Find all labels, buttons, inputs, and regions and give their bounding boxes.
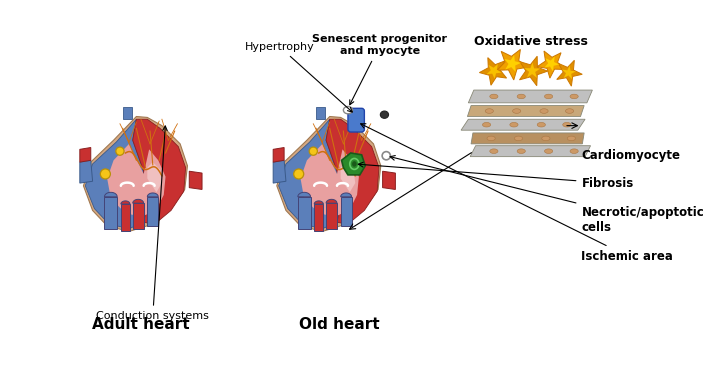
Polygon shape <box>121 204 130 231</box>
Polygon shape <box>562 65 576 79</box>
Ellipse shape <box>567 136 576 141</box>
Polygon shape <box>524 63 541 78</box>
Polygon shape <box>383 171 395 190</box>
Text: Old heart: Old heart <box>299 317 379 332</box>
Ellipse shape <box>540 109 548 113</box>
Polygon shape <box>479 58 507 85</box>
Polygon shape <box>133 199 144 203</box>
Polygon shape <box>468 90 592 103</box>
Ellipse shape <box>343 106 352 114</box>
Ellipse shape <box>483 123 490 127</box>
Text: Necrotic/apoptotic
cells: Necrotic/apoptotic cells <box>390 156 704 234</box>
Polygon shape <box>297 192 310 197</box>
Polygon shape <box>471 133 584 144</box>
Ellipse shape <box>510 123 518 127</box>
Ellipse shape <box>487 136 495 141</box>
Ellipse shape <box>490 94 498 99</box>
Ellipse shape <box>116 147 124 155</box>
Ellipse shape <box>570 94 578 99</box>
Ellipse shape <box>380 111 388 118</box>
Text: Fibrosis: Fibrosis <box>358 162 633 190</box>
Polygon shape <box>121 201 130 204</box>
Polygon shape <box>537 51 565 78</box>
Polygon shape <box>85 119 147 229</box>
Polygon shape <box>84 117 187 231</box>
Polygon shape <box>497 49 528 80</box>
Polygon shape <box>520 56 548 86</box>
Ellipse shape <box>542 136 550 141</box>
Ellipse shape <box>352 161 357 167</box>
Text: Ischemic area: Ischemic area <box>360 124 674 262</box>
Ellipse shape <box>485 109 493 113</box>
Polygon shape <box>133 119 186 224</box>
Ellipse shape <box>537 123 546 127</box>
Ellipse shape <box>517 94 526 99</box>
Polygon shape <box>504 55 521 72</box>
Polygon shape <box>326 203 337 229</box>
Polygon shape <box>104 197 117 229</box>
Polygon shape <box>340 197 352 226</box>
Polygon shape <box>273 148 284 162</box>
Ellipse shape <box>514 136 523 141</box>
Polygon shape <box>277 117 381 231</box>
Polygon shape <box>340 193 352 197</box>
Ellipse shape <box>563 123 571 127</box>
Polygon shape <box>316 107 325 119</box>
Polygon shape <box>147 197 158 226</box>
Ellipse shape <box>566 109 573 113</box>
Polygon shape <box>189 171 202 190</box>
Polygon shape <box>123 107 132 119</box>
Polygon shape <box>544 56 559 71</box>
Polygon shape <box>468 106 584 117</box>
Polygon shape <box>133 203 144 229</box>
Polygon shape <box>486 64 502 79</box>
Polygon shape <box>342 153 365 175</box>
Ellipse shape <box>382 152 390 160</box>
Polygon shape <box>557 60 582 86</box>
Text: Cardiomyocyte: Cardiomyocyte <box>581 149 681 162</box>
Polygon shape <box>300 144 359 217</box>
Ellipse shape <box>490 149 498 153</box>
Polygon shape <box>104 192 117 197</box>
Ellipse shape <box>309 147 317 155</box>
Polygon shape <box>273 160 286 183</box>
Text: Oxidative stress: Oxidative stress <box>474 35 588 48</box>
Text: Hypertrophy: Hypertrophy <box>245 42 352 112</box>
Text: Senescent progenitor
and myocyte: Senescent progenitor and myocyte <box>312 35 448 105</box>
Polygon shape <box>470 146 591 157</box>
Polygon shape <box>147 162 162 192</box>
Ellipse shape <box>294 169 304 179</box>
Ellipse shape <box>513 109 521 113</box>
Polygon shape <box>107 144 166 217</box>
Polygon shape <box>461 119 585 130</box>
Polygon shape <box>80 160 92 183</box>
Polygon shape <box>297 197 310 229</box>
Ellipse shape <box>570 149 578 153</box>
Polygon shape <box>326 119 379 224</box>
Ellipse shape <box>545 149 553 153</box>
Polygon shape <box>314 201 323 204</box>
Text: Conduction systems: Conduction systems <box>97 126 209 321</box>
Polygon shape <box>147 193 158 197</box>
Polygon shape <box>340 162 355 192</box>
Ellipse shape <box>545 94 553 99</box>
Ellipse shape <box>100 169 110 179</box>
Polygon shape <box>326 199 337 203</box>
FancyBboxPatch shape <box>348 108 365 132</box>
Polygon shape <box>80 148 91 162</box>
Polygon shape <box>279 119 340 229</box>
Polygon shape <box>314 204 323 231</box>
Text: Adult heart: Adult heart <box>92 317 189 332</box>
Ellipse shape <box>517 149 526 153</box>
